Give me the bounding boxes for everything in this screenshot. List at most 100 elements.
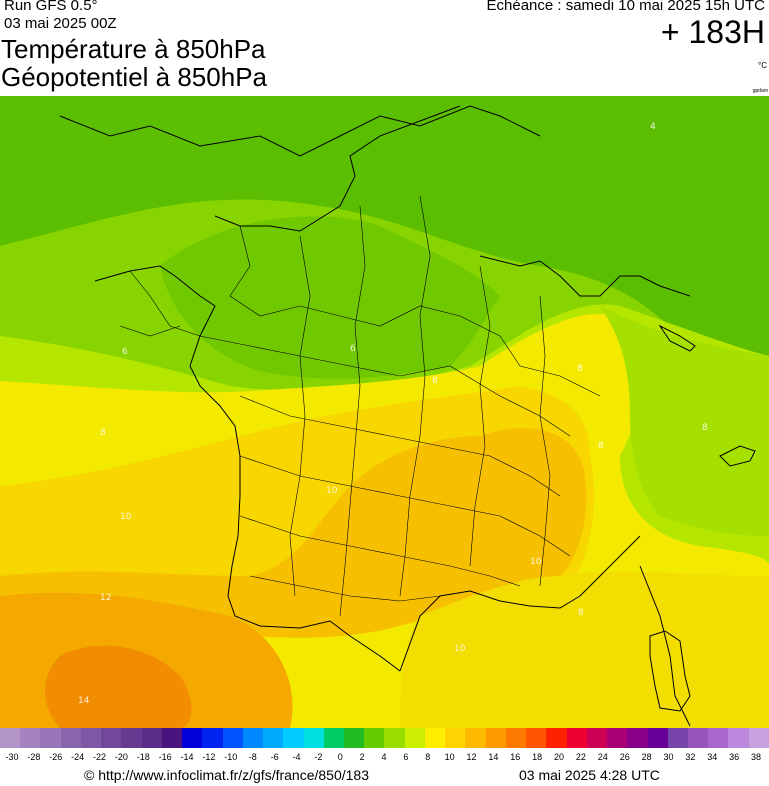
svg-text:4: 4: [650, 122, 656, 132]
scale-tick-label: 30: [663, 752, 674, 762]
generation-date: 03 mai 2025 4:28 UTC: [519, 767, 660, 783]
svg-text:10: 10: [120, 512, 132, 522]
scale-tick-label: -6: [270, 752, 279, 762]
color-scale: [0, 728, 769, 748]
scale-swatch: [566, 728, 587, 748]
scale-tick-label: 2: [359, 752, 365, 762]
scale-swatch: [526, 728, 547, 748]
scale-tick-label: 14: [488, 752, 499, 762]
credit-label: gpdam: [752, 88, 768, 94]
temperature-map: 6 6 8 8 8 8 10 10 10 10 12 14 8 8 4: [0, 96, 769, 728]
scale-tick-label: 32: [685, 752, 696, 762]
scale-swatch: [728, 728, 749, 748]
svg-text:8: 8: [577, 364, 583, 374]
scale-tick-label: 24: [597, 752, 608, 762]
zone-southeast-yellow: [400, 571, 769, 728]
scale-swatch: [424, 728, 446, 748]
svg-text:8: 8: [598, 441, 604, 451]
scale-swatch: [141, 728, 162, 748]
scale-swatch: [343, 728, 365, 748]
scale-swatch: [80, 728, 102, 748]
zone-orange-light: [0, 428, 587, 638]
svg-text:10: 10: [530, 557, 542, 567]
scale-tick-label: 18: [532, 752, 543, 762]
scale-tick-label: -12: [202, 752, 216, 762]
scale-swatch: [303, 728, 324, 748]
scale-tick-label: 10: [444, 752, 455, 762]
map-title-geopotential: Géopotentiel à 850hPa: [1, 62, 267, 92]
scale-swatch: [242, 728, 264, 748]
svg-text:10: 10: [326, 486, 338, 496]
scale-swatch: [161, 728, 183, 748]
run-label: Run GFS 0.5°: [4, 0, 98, 14]
svg-text:8: 8: [702, 423, 708, 433]
scale-tick-label: 12: [466, 752, 477, 762]
zone-orange-dark: [45, 645, 192, 728]
scale-swatch: [0, 728, 21, 748]
scale-swatch: [263, 728, 284, 748]
scale-swatch: [101, 728, 122, 748]
scale-tick-label: -24: [71, 752, 85, 762]
scale-swatch: [586, 728, 608, 748]
scale-tick-label: -10: [224, 752, 238, 762]
copyright-text: © http://www.infoclimat.fr/z/gfs/france/…: [84, 767, 369, 783]
islands: [649, 324, 756, 712]
svg-text:12: 12: [100, 593, 111, 603]
scale-tick-label: -20: [114, 752, 128, 762]
svg-text:6: 6: [122, 347, 128, 357]
svg-text:8: 8: [100, 428, 106, 438]
scale-tick-label: -4: [292, 752, 301, 762]
scale-swatch: [708, 728, 729, 748]
scale-swatch: [182, 728, 203, 748]
scale-tick-label: -28: [27, 752, 41, 762]
scale-tick-label: 38: [750, 752, 762, 762]
run-date: 03 mai 2025 00Z: [4, 15, 117, 32]
svg-text:6: 6: [350, 344, 356, 354]
zone-east-green: [600, 306, 769, 536]
scale-swatch: [60, 728, 81, 748]
scale-swatch: [445, 728, 466, 748]
scale-tick-label: 16: [510, 752, 521, 762]
svg-text:10: 10: [454, 644, 466, 654]
unit-label: °C: [758, 61, 767, 70]
scale-swatch: [607, 728, 628, 748]
scale-swatch: [465, 728, 486, 748]
scale-tick-label: 22: [575, 752, 586, 762]
scale-tick-label: -16: [158, 752, 172, 762]
scale-tick-label: -14: [180, 752, 194, 762]
scale-tick-label: -18: [136, 752, 150, 762]
scale-tick-label: -8: [248, 752, 257, 762]
map-title-temperature: Température à 850hPa: [1, 34, 266, 64]
scale-tick-label: 6: [403, 752, 409, 762]
scale-swatch: [384, 728, 405, 748]
scale-tick-label: 8: [425, 752, 431, 762]
svg-text:14: 14: [78, 696, 90, 706]
scale-swatch: [647, 728, 668, 748]
scale-swatch: [283, 728, 304, 748]
scale-tick-label: 28: [641, 752, 652, 762]
scale-swatch: [404, 728, 425, 748]
scale-swatch: [364, 728, 385, 748]
scale-swatch: [202, 728, 223, 748]
department-borders: [119, 195, 601, 617]
scale-tick-label: 4: [381, 752, 387, 762]
scale-swatch: [222, 728, 243, 748]
zone-green-mid: [160, 216, 500, 379]
scale-swatch: [687, 728, 709, 748]
scale-tick-label: -26: [49, 752, 63, 762]
scale-tick-label: -22: [93, 752, 107, 762]
scale-swatch: [546, 728, 567, 748]
scale-swatch: [627, 728, 648, 748]
scale-tick-label: -2: [314, 752, 323, 762]
color-scale-ticks: -30 -28 -26 -24 -22 -20 -18 -16 -14 -12 -10 -8 -6 -4-…: [0, 752, 769, 766]
scale-tick-label: 0: [337, 752, 343, 762]
scale-swatch: [485, 728, 506, 748]
scale-swatch: [20, 728, 41, 748]
scale-tick-label: 20: [554, 752, 565, 762]
forecast-valid-time: Echéance : samedi 10 mai 2025 15h UTC: [486, 0, 766, 14]
svg-text:8: 8: [432, 376, 438, 386]
scale-swatch: [40, 728, 61, 748]
scale-tick-label: 36: [729, 752, 740, 762]
svg-text:8: 8: [578, 608, 584, 618]
scale-swatch: [505, 728, 527, 748]
